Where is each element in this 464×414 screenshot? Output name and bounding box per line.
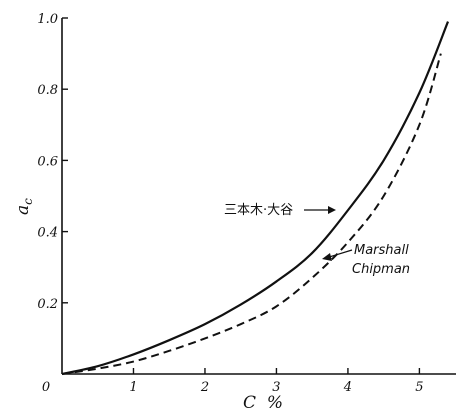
x-ticks: 0 1 2 3 4 5 [42,368,424,395]
x-axis-title: C % [243,393,283,413]
plot-area: 0.2 0.4 0.6 0.8 1.0 0 1 2 3 4 5 三本木·大谷 Marshall C… [13,12,456,413]
annotation-layer: 三本木·大谷 Marshall Chipman [224,203,410,277]
y-tick-label: 0.6 [37,154,58,169]
y-tick-label: 0.4 [37,226,58,241]
y-tick-label: 0.2 [37,297,58,312]
x-tick-label: 5 [415,380,423,395]
x-tick-label: 1 [129,380,137,395]
y-ticks: 0.2 0.4 0.6 0.8 1.0 [37,12,68,312]
y-axis-title: ac [13,198,35,215]
series-layer [61,21,450,376]
series-label-sanbongi-otani: 三本木·大谷 [224,203,293,218]
series-line-marshall-chipman [61,53,442,375]
x-tick-label: 3 [272,380,280,395]
y-axis-title-text: ac [13,198,35,215]
y-tick-label: 0.8 [37,83,58,98]
series-arrowhead-sanbongi-otani [328,206,336,214]
series-line-sanbongi-otani [61,21,450,376]
series-label-marshall: Marshall [354,243,409,258]
series-label-chipman: Chipman [352,262,410,277]
series-arrowhead-marshall [322,253,332,261]
x-tick-label: 4 [343,380,352,395]
y-tick-label: 1.0 [37,12,58,27]
x-tick-label: 0 [42,380,50,395]
x-tick-label: 2 [200,380,209,395]
